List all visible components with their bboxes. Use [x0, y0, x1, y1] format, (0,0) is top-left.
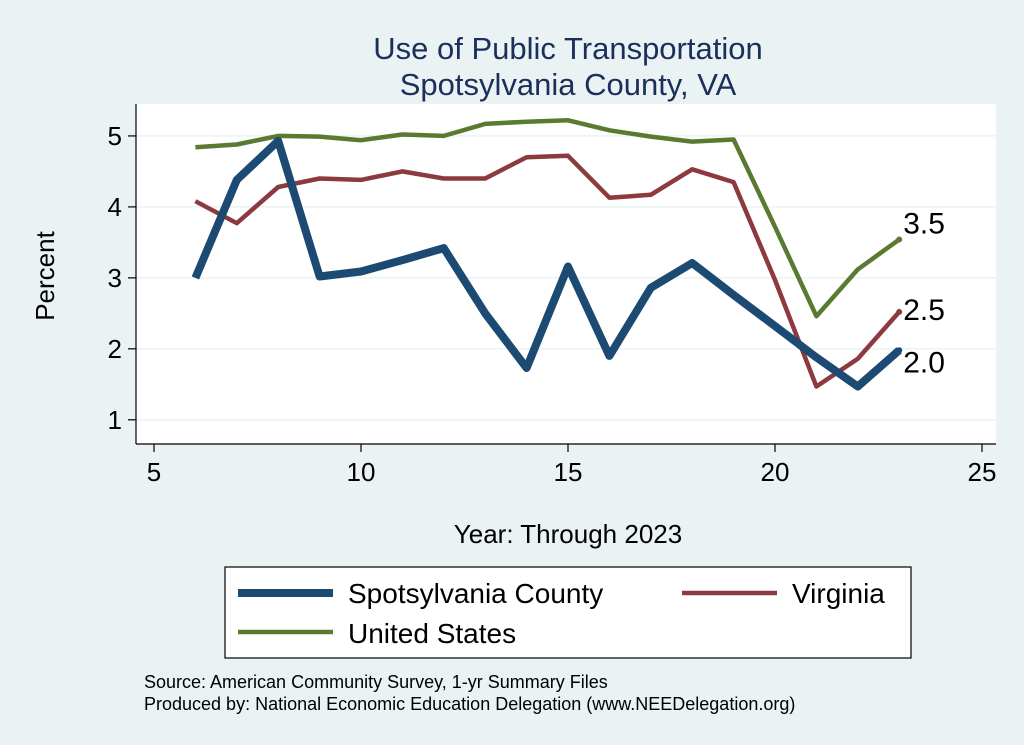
chart-subtitle: Spotsylvania County, VA — [400, 67, 737, 102]
y-tick-label: 5 — [108, 121, 122, 151]
series-line-united-states — [195, 118, 901, 319]
end-point-virginia — [896, 308, 903, 315]
producer-note: Produced by: National Economic Education… — [144, 694, 795, 714]
series-lines — [191, 118, 903, 391]
y-tick-label: 4 — [108, 192, 122, 222]
y-tick-label: 3 — [108, 263, 122, 293]
x-tick-label: 20 — [761, 457, 790, 487]
end-label-virginia: 2.5 — [903, 294, 945, 327]
y-axis-title: Percent — [30, 230, 60, 320]
end-label-spotsylvania: 2.0 — [903, 346, 945, 379]
end-labels: 2.0 2.5 3.5 — [903, 208, 945, 380]
series-line-spotsylvania — [191, 136, 902, 391]
x-tick-label: 25 — [968, 457, 997, 487]
y-tick-label: 2 — [108, 334, 122, 364]
legend: Spotsylvania County Virginia United States — [224, 566, 912, 659]
y-tick-label: 1 — [108, 405, 122, 435]
chart-title: Use of Public Transportation — [373, 31, 762, 66]
x-tick-label: 10 — [347, 457, 376, 487]
x-axis-title: Year: Through 2023 — [454, 519, 682, 549]
axes: 1 2 3 4 5 5 10 15 20 25 — [108, 104, 997, 487]
legend-label-spotsylvania: Spotsylvania County — [348, 578, 603, 609]
end-label-united-states: 3.5 — [903, 208, 945, 241]
end-point-spotsylvania — [896, 347, 903, 354]
x-tick-label: 5 — [147, 457, 161, 487]
source-note: Source: American Community Survey, 1-yr … — [144, 672, 608, 692]
series-line-virginia — [194, 153, 901, 389]
end-point-united-states — [896, 236, 903, 243]
legend-label-virginia: Virginia — [792, 578, 885, 609]
x-tick-label: 15 — [554, 457, 583, 487]
legend-box — [224, 566, 912, 659]
legend-label-united-states: United States — [348, 618, 516, 649]
